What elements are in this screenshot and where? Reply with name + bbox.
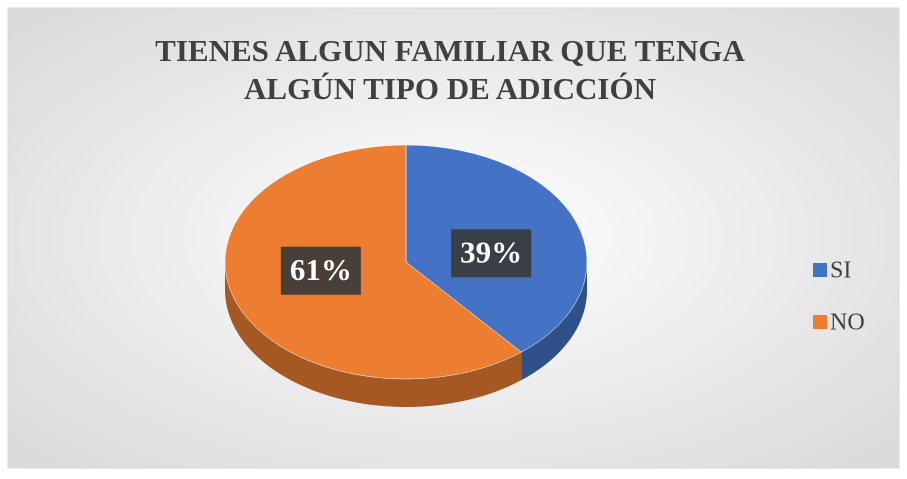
data-label: 61% [290,252,352,287]
chart-title: TIENES ALGUN FAMILIAR QUE TENGA ALGÚN TI… [155,33,745,106]
legend-label: SI [830,258,851,284]
legend-label: NO [830,310,865,336]
data-label-box [451,229,532,278]
legend-swatch [813,263,827,277]
pie-slice-side [225,262,522,407]
pie-slice-side [521,262,587,381]
data-label-box [280,246,361,295]
data-label: 39% [460,234,522,269]
pie-slice [224,144,522,380]
legend-swatch [813,315,827,329]
